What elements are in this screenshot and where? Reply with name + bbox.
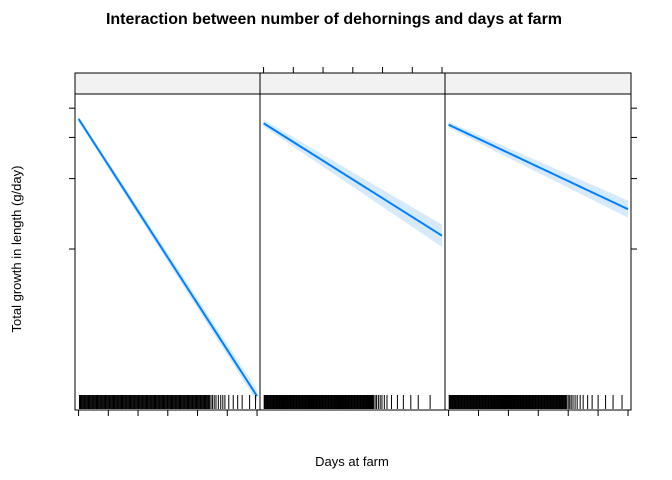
fit-line-1 <box>77 118 258 397</box>
y-axis-label: Total growth in length (g/day) <box>9 166 24 333</box>
strip-background <box>75 73 260 94</box>
panel-border-2 <box>259 72 446 411</box>
fit-line-2 <box>263 122 443 237</box>
x-axis-label: Days at farm <box>315 454 389 469</box>
chart-title: Interaction between number of dehornings… <box>106 11 562 28</box>
confidence-band-3 <box>448 121 629 218</box>
confidence-band-2 <box>263 119 443 248</box>
panel-border-3 <box>444 72 632 411</box>
fit-line-3 <box>448 123 629 211</box>
strip-background <box>260 73 445 94</box>
panels-group <box>69 67 637 416</box>
strip-background <box>445 73 631 94</box>
